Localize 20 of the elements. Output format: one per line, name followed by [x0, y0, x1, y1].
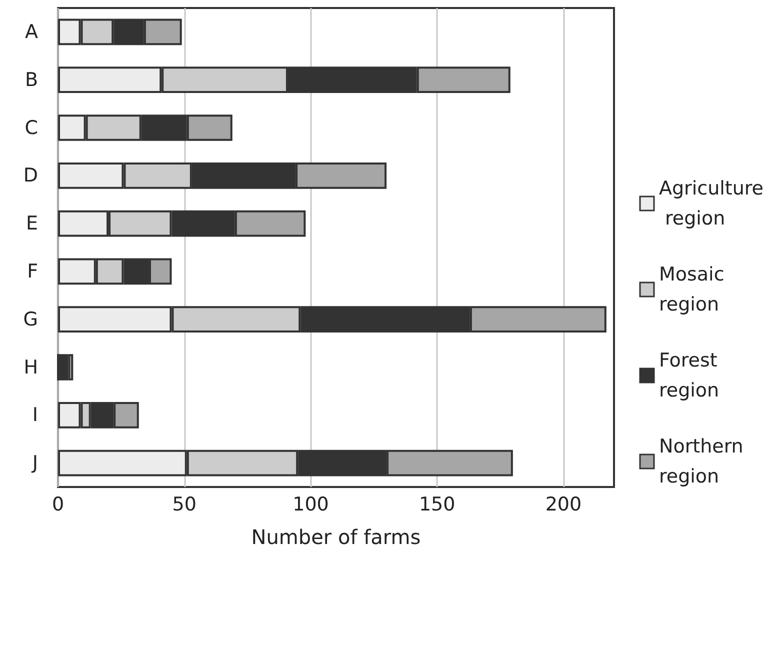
x-tick-label: 200: [545, 494, 582, 516]
legend-label: Northern region: [659, 436, 750, 488]
legend-label: Mosaic region: [659, 264, 730, 316]
y-tick-label: J: [31, 452, 38, 474]
y-tick-label: E: [26, 212, 38, 235]
y-tick-label: D: [23, 164, 38, 187]
y-tick-label: F: [27, 260, 38, 282]
x-tick-label: 0: [52, 494, 64, 516]
x-axis-title: Number of farms: [251, 525, 421, 549]
y-tick-label: C: [24, 116, 38, 139]
y-tick-label: A: [25, 20, 38, 43]
legend-label: Agriculture region: [659, 178, 764, 230]
y-tick-label: G: [23, 308, 38, 330]
y-tick-label: H: [24, 356, 38, 378]
y-tick-label: I: [32, 404, 38, 426]
x-tick-label: 50: [172, 494, 196, 516]
x-tick-label: 100: [292, 494, 329, 516]
y-tick-label: B: [24, 68, 38, 91]
legend-label: Forest region: [659, 350, 724, 402]
x-tick-label: 150: [418, 494, 456, 516]
